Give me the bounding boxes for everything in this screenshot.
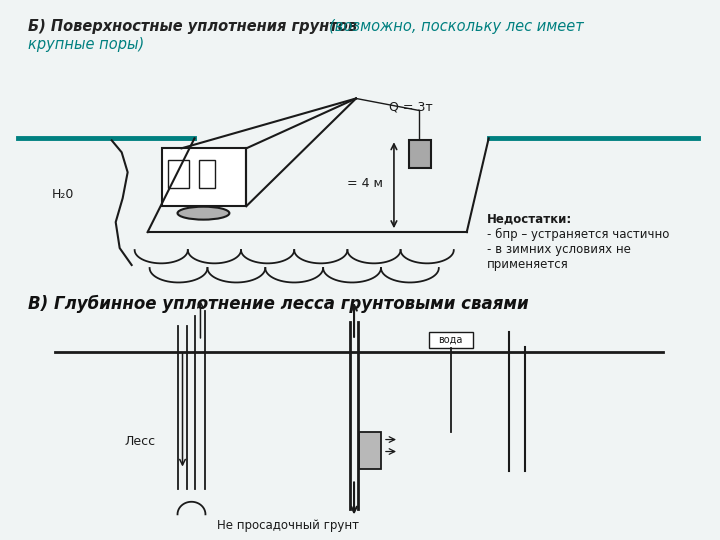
Text: (возможно, поскольку лес имеет: (возможно, поскольку лес имеет — [329, 19, 584, 33]
Text: Не просадочный грунт: Не просадочный грунт — [217, 519, 359, 532]
Bar — [359, 431, 381, 469]
Text: Б) Поверхностные уплотнения грунтов: Б) Поверхностные уплотнения грунтов — [28, 19, 362, 33]
Text: В) Глубинное уплотнение лесса грунтовыми сваями: В) Глубинное уплотнение лесса грунтовыми… — [28, 295, 528, 313]
Bar — [168, 160, 189, 188]
Text: Q = 3т: Q = 3т — [389, 100, 433, 113]
Text: Недостатки:: Недостатки: — [487, 212, 572, 225]
Text: Лесс: Лесс — [125, 435, 156, 448]
Bar — [199, 160, 215, 188]
Text: вода: вода — [438, 335, 463, 345]
Bar — [161, 148, 246, 206]
Bar — [409, 140, 431, 168]
Text: крупные поры): крупные поры) — [28, 37, 144, 52]
Bar — [429, 332, 473, 348]
Text: Н₂0: Н₂0 — [52, 188, 74, 201]
Ellipse shape — [178, 207, 230, 220]
Text: - бпр – устраняется частично
- в зимних условиях не
применяется: - бпр – устраняется частично - в зимних … — [487, 228, 669, 271]
Text: = 4 м: = 4 м — [347, 177, 383, 190]
